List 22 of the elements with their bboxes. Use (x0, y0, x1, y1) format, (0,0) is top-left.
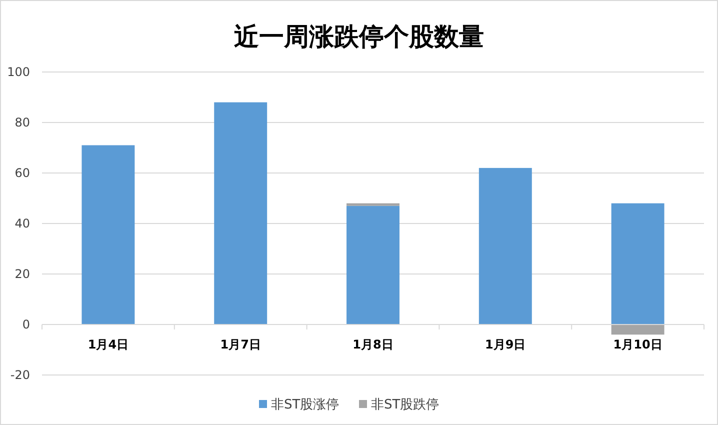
y-tick-label: 100 (7, 65, 30, 80)
y-tick-label: 20 (14, 267, 30, 282)
x-tick-label: 1月8日 (352, 338, 394, 352)
bar (611, 324, 664, 335)
x-tick-label: 1月4日 (88, 338, 129, 352)
y-tick-label: 60 (14, 166, 30, 180)
legend-label: 非ST股涨停 (271, 398, 340, 413)
x-tick-label: 1月10日 (613, 338, 662, 352)
x-tick-label: 1月7日 (220, 338, 261, 352)
bar (346, 203, 400, 206)
bar (82, 145, 135, 324)
chart-title: 近一周涨跌停个股数量 (234, 22, 484, 51)
y-tick-label: 80 (14, 116, 30, 130)
bar (346, 206, 400, 324)
y-tick-label: 40 (14, 216, 30, 231)
bar (214, 102, 268, 324)
y-tick-label: -20 (10, 368, 30, 382)
bar (611, 203, 664, 324)
y-tick-label: 0 (22, 318, 30, 332)
x-tick-label: 1月9日 (485, 338, 526, 352)
bar (478, 168, 532, 324)
legend-label: 非ST股跌停 (371, 398, 440, 413)
